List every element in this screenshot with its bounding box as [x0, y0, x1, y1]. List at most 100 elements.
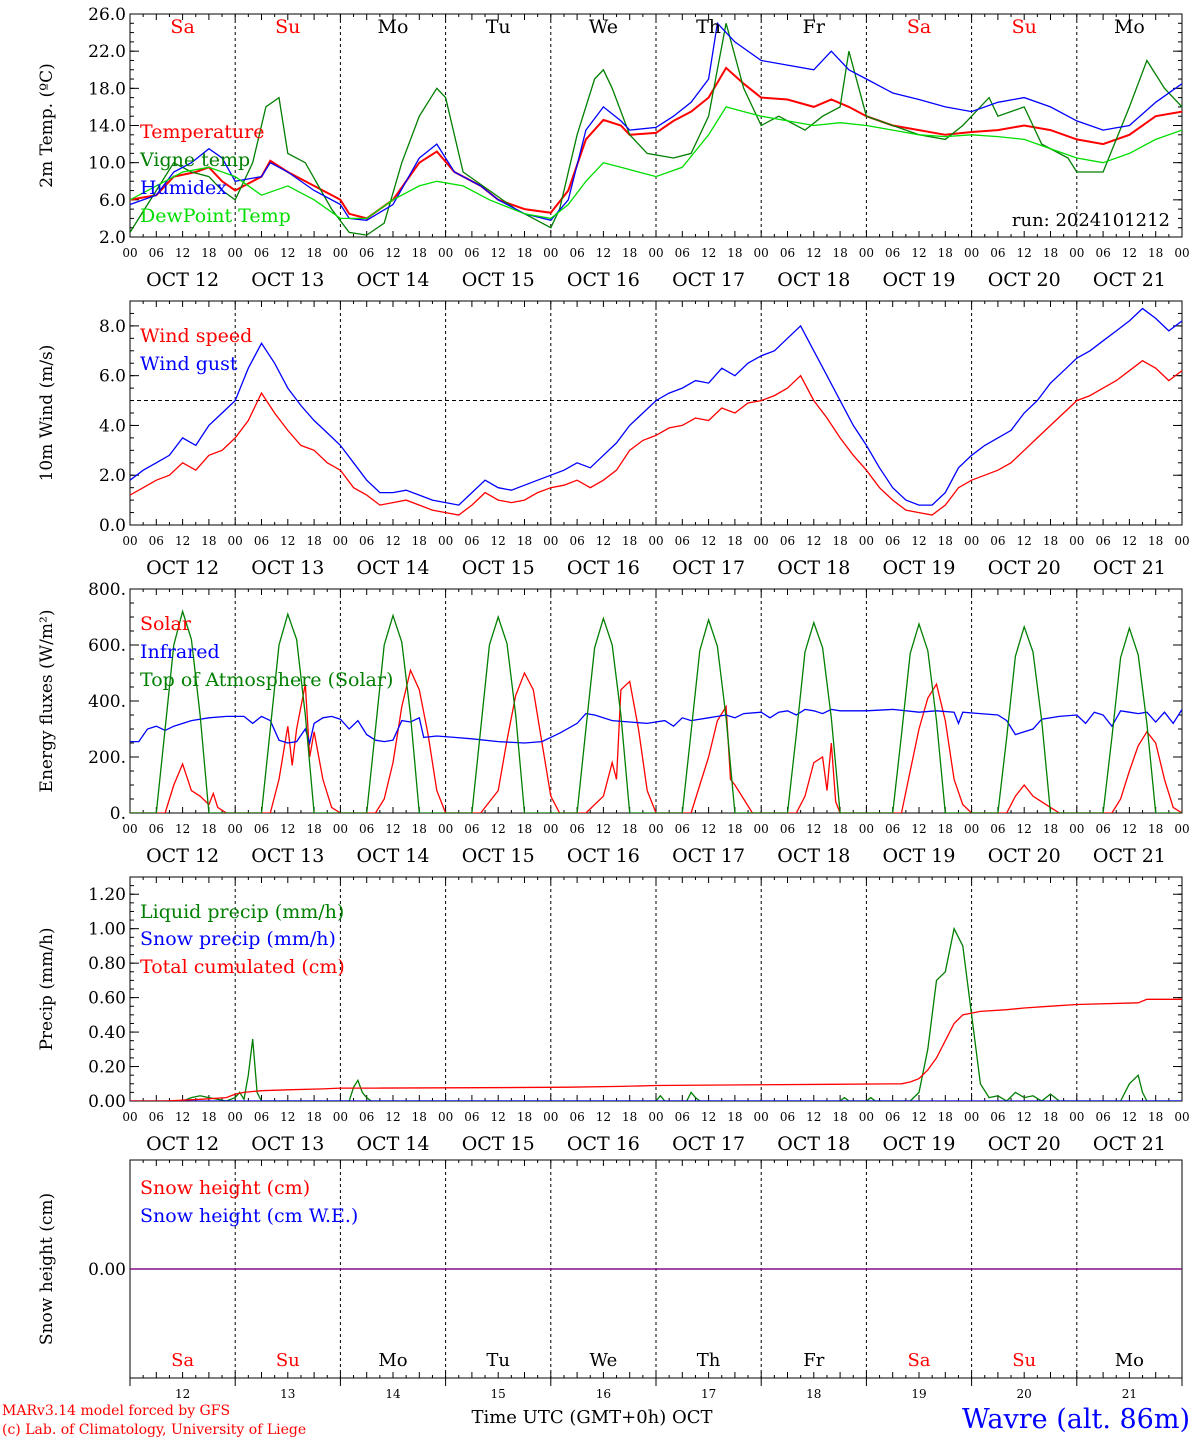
- weekday-label: Fr: [803, 1350, 824, 1371]
- hour-tick-label: 18: [622, 822, 637, 836]
- hour-tick-label: 06: [149, 1110, 164, 1124]
- hour-tick-label: 18: [412, 534, 427, 548]
- hour-tick-label: 00: [964, 822, 979, 836]
- hour-tick-label: 06: [254, 246, 269, 260]
- hour-tick-label: 00: [648, 246, 663, 260]
- panel-snow: 0.00 Snow height (cm) Snow height (cm) Snow…: [37, 1159, 1183, 1401]
- model-credit: MARv3.14 model forced by GFS: [2, 1403, 230, 1419]
- hour-tick-label: 18: [832, 1110, 847, 1124]
- hour-tick-label: 00: [964, 534, 979, 548]
- hour-tick-label: 06: [464, 1110, 479, 1124]
- hour-tick-label: 12: [596, 1110, 611, 1124]
- y-tick-label: 1.20: [88, 885, 126, 905]
- hour-tick-label: 06: [254, 534, 269, 548]
- date-label: OCT 21: [1093, 557, 1166, 579]
- y-tick-label: 10.0: [88, 154, 126, 174]
- date-label: OCT 17: [672, 1133, 745, 1155]
- hour-tick-label: 12: [911, 534, 926, 548]
- hour-tick-label: 18: [1043, 246, 1058, 260]
- hour-tick-label: 06: [885, 822, 900, 836]
- y-tick-label: 0.80: [88, 954, 126, 974]
- date-label: OCT 16: [567, 845, 640, 867]
- hour-tick-label: 00: [648, 534, 663, 548]
- lab-credit: (c) Lab. of Climatology, University of L…: [2, 1422, 306, 1438]
- hour-tick-label: 12: [491, 534, 506, 548]
- panel-precip: 0.00 0.20 0.40 0.60 0.80 1.00 1.20 Precip (mm/h…: [37, 876, 1190, 1155]
- y-tick-label: 8.0: [99, 317, 126, 337]
- hour-tick-label: 12: [280, 246, 295, 260]
- panel-temp: 2.0 6.0 10.0 14.0 18.0 22.0 26.0 2m Temp. (ºC) T…: [37, 5, 1190, 291]
- date-label: OCT 18: [777, 1133, 850, 1155]
- hour-tick-label: 18: [727, 822, 742, 836]
- series-line-vigne-temp: [130, 23, 1182, 236]
- hour-tick-label: 12: [596, 822, 611, 836]
- x-axis-label: Time UTC (GMT+0h) OCT: [471, 1407, 712, 1428]
- hour-tick-label: 18: [832, 246, 847, 260]
- y-tick-label: 400.: [88, 692, 126, 712]
- hour-tick-label: 12: [175, 822, 190, 836]
- weekday-label: Sa: [171, 1350, 194, 1371]
- date-label: OCT 20: [988, 1133, 1061, 1155]
- hour-tick-label: 00: [1069, 822, 1084, 836]
- hour-tick-label: 00: [438, 1110, 453, 1124]
- weekday-label: Mo: [1114, 16, 1145, 38]
- day-number-label: 17: [701, 1387, 716, 1401]
- date-label: OCT 15: [462, 1133, 535, 1155]
- hour-tick-label: 18: [201, 246, 216, 260]
- weekday-label: Mo: [378, 16, 409, 38]
- hour-tick-label: 12: [1017, 246, 1032, 260]
- date-label: OCT 18: [777, 845, 850, 867]
- hour-tick-label: 12: [596, 534, 611, 548]
- y-tick-label: 2.0: [99, 228, 126, 248]
- legend-entry: Wind gust: [140, 353, 238, 375]
- series-line-wind-gust: [130, 307, 1182, 506]
- hour-tick-label: 06: [359, 534, 374, 548]
- hour-tick-label: 00: [754, 534, 769, 548]
- y-axis-title: 2m Temp. (ºC): [37, 63, 57, 188]
- hour-tick-label: 00: [122, 1110, 137, 1124]
- hour-tick-label: 18: [938, 1110, 953, 1124]
- legend-entry: Temperature: [140, 121, 264, 143]
- hour-tick-label: 06: [254, 822, 269, 836]
- weekday-label: We: [590, 1350, 618, 1371]
- date-label: OCT 12: [146, 845, 219, 867]
- series-line-dewpoint-temp: [130, 106, 1182, 220]
- hour-tick-label: 06: [675, 822, 690, 836]
- hour-tick-label: 00: [964, 1110, 979, 1124]
- hour-tick-label: 12: [280, 1110, 295, 1124]
- hour-tick-label: 00: [754, 1110, 769, 1124]
- y-tick-label: 800.: [88, 580, 126, 600]
- hour-tick-label: 06: [569, 822, 584, 836]
- hour-tick-label: 06: [780, 534, 795, 548]
- hour-tick-label: 00: [1069, 1110, 1084, 1124]
- hour-tick-label: 00: [333, 822, 348, 836]
- hour-tick-label: 12: [701, 246, 716, 260]
- weekday-label: Su: [276, 1350, 300, 1371]
- date-label: OCT 17: [672, 557, 745, 579]
- date-label: OCT 19: [882, 269, 955, 291]
- hour-tick-label: 06: [780, 822, 795, 836]
- date-label: OCT 13: [251, 845, 324, 867]
- series-line-liquid-precip-mm-h-: [130, 926, 1182, 1101]
- hour-tick-label: 18: [938, 246, 953, 260]
- hour-tick-label: 18: [201, 1110, 216, 1124]
- hour-tick-label: 12: [1017, 534, 1032, 548]
- y-axis-title: Energy fluxes (W/m²): [37, 610, 57, 793]
- hour-tick-label: 00: [438, 246, 453, 260]
- hour-tick-label: 00: [1174, 822, 1189, 836]
- hour-tick-label: 00: [333, 246, 348, 260]
- day-number-label: 20: [1017, 1387, 1032, 1401]
- hour-tick-label: 06: [359, 1110, 374, 1124]
- hour-tick-label: 12: [385, 534, 400, 548]
- hour-tick-label: 18: [1043, 534, 1058, 548]
- hour-tick-label: 18: [306, 534, 321, 548]
- hour-tick-label: 00: [333, 1110, 348, 1124]
- hour-tick-label: 06: [675, 246, 690, 260]
- hour-tick-label: 06: [990, 822, 1005, 836]
- hour-tick-label: 00: [1069, 534, 1084, 548]
- hour-tick-label: 06: [569, 1110, 584, 1124]
- hour-tick-label: 00: [964, 246, 979, 260]
- y-tick-label: 0.00: [88, 1092, 126, 1112]
- hour-tick-label: 06: [990, 1110, 1005, 1124]
- date-label: OCT 12: [146, 557, 219, 579]
